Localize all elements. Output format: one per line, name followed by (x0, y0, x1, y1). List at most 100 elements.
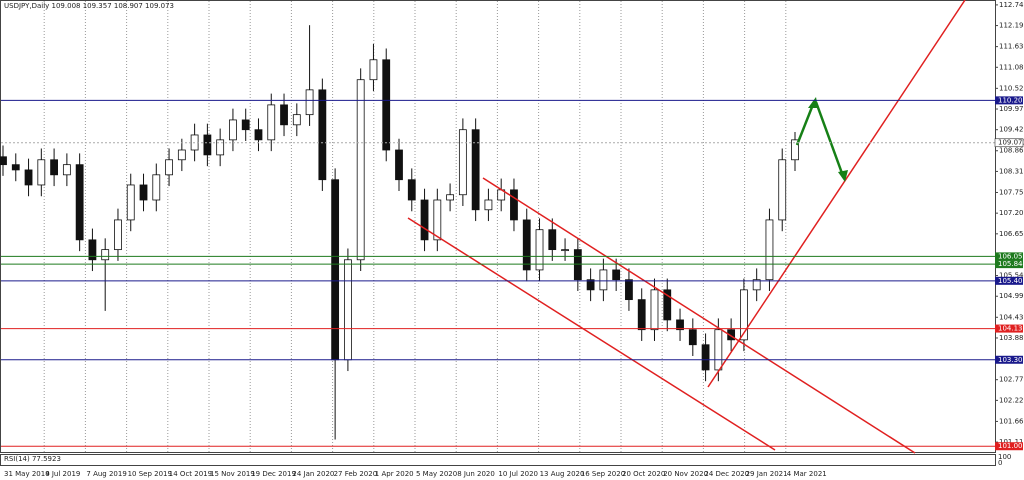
candle-body (62, 164, 71, 176)
candle-body (446, 194, 454, 201)
candle-body (535, 229, 544, 271)
x-tick-label: 4 Mar 2021 (787, 470, 827, 478)
x-tick-label: 24 Jan 2020 (292, 470, 334, 478)
x-tick-label: 5 May 2020 (416, 470, 457, 478)
y-tick-label: 107.200 (999, 209, 1024, 217)
candle-body (344, 259, 352, 361)
arrow-down (814, 101, 845, 177)
drawings (407, 0, 966, 454)
candle-body (484, 199, 493, 211)
y-tick-label: 102.220 (999, 396, 1024, 404)
y-tick-label: 101.110 (999, 438, 1024, 446)
candle-body (177, 149, 186, 161)
candle-body (625, 279, 633, 301)
x-tick-label: 29 Jan 2021 (746, 470, 788, 478)
y-tick-label: 108.310 (999, 167, 1024, 175)
x-tick-label: 10 Sep 2019 (128, 470, 172, 478)
candle-body (663, 289, 672, 321)
x-tick-label: 8 Jun 2020 (457, 470, 495, 478)
candle-body (510, 189, 518, 221)
level-tag (995, 355, 1023, 364)
y-tick-label: 109.420 (999, 126, 1024, 134)
y-tick-label: 102.770 (999, 376, 1024, 384)
indicator-frame (0, 454, 996, 466)
candle-body (24, 169, 33, 186)
candle-body (778, 159, 787, 221)
level-tag (995, 442, 1023, 451)
x-tick-label: 31 May 2019 (4, 470, 50, 478)
candle-body (650, 289, 659, 331)
arrowhead (838, 170, 848, 182)
candle-body (752, 279, 761, 291)
candle-body (267, 104, 276, 141)
candle-body (714, 329, 723, 371)
candle-body (548, 229, 557, 251)
level-label: 106.050 (998, 252, 1024, 260)
candle-body (420, 199, 429, 241)
candle-body (676, 319, 684, 331)
level-label: 103.300 (998, 356, 1024, 364)
x-tick-label: 24 Dec 2020 (704, 470, 749, 478)
candle-body (305, 89, 314, 116)
candle-body (50, 159, 58, 176)
y-tick-label: 112.190 (999, 22, 1024, 30)
candle-body (75, 164, 84, 241)
y-tick-label: 106.650 (999, 230, 1024, 238)
candle-body (318, 89, 327, 181)
level-label: 105.400 (998, 277, 1024, 285)
y-tick-label: 101.660 (999, 417, 1024, 425)
candle-body (216, 139, 225, 156)
candle-body (727, 329, 736, 341)
candle-body (331, 179, 340, 361)
candle-body (573, 249, 582, 281)
x-tick-label: 14 Oct 2019 (169, 470, 212, 478)
indicator-label: RSI(14) 77.5923 (4, 455, 61, 463)
y-tick-label: 111.630 (999, 43, 1024, 51)
level-tag (995, 324, 1023, 333)
level-label: 110.200 (998, 96, 1024, 104)
y-tick-label: 104.990 (999, 292, 1024, 300)
candle-body (433, 199, 442, 241)
y-tick-label: 112.740 (999, 1, 1024, 9)
candle-body (407, 179, 416, 201)
chart-title: USDJPY,Daily 109.008 109.357 108.907 109… (4, 2, 174, 10)
grid (43, 1, 998, 453)
candle-body (126, 184, 135, 221)
x-tick-label: 10 Jul 2020 (498, 470, 538, 478)
indicator-scale: 0 (998, 459, 1002, 467)
x-tick-label: 15 Nov 2019 (210, 470, 255, 478)
candle-body (101, 249, 110, 261)
candle-body (11, 164, 20, 171)
candle-body (395, 149, 403, 181)
candle-body (229, 119, 237, 141)
candle-body (586, 279, 595, 291)
y-tick-label: 110.520 (999, 84, 1024, 92)
x-tick-label: 20 Oct 2020 (622, 470, 665, 478)
y-tick-label: 104.430 (999, 313, 1024, 321)
candle-body (612, 269, 621, 281)
plot-frame (0, 0, 996, 453)
candle-body (382, 59, 391, 151)
candle-body (637, 299, 646, 331)
level-label: 101.000 (998, 442, 1024, 450)
candle-body (740, 289, 748, 341)
candle-body (701, 344, 710, 371)
indicator-scale: 100 (998, 453, 1011, 461)
y-tick-label: 109.970 (999, 105, 1024, 113)
x-tick-label: 4 Jul 2019 (45, 470, 80, 478)
trend-line (707, 0, 966, 388)
x-tick-label: 13 Aug 2020 (540, 470, 585, 478)
candle-body (280, 104, 288, 126)
candle-body (369, 59, 378, 81)
y-tick-label: 107.750 (999, 188, 1024, 196)
x-tick-label: 7 Aug 2019 (86, 470, 126, 478)
candle-body (37, 159, 46, 186)
y-tick-label: 108.860 (999, 147, 1024, 155)
arrow-up (795, 101, 816, 146)
candle-body (599, 269, 608, 291)
level-tag (995, 252, 1023, 261)
candle-body (292, 114, 301, 126)
candle-body (88, 239, 97, 261)
candle-body (791, 139, 799, 161)
